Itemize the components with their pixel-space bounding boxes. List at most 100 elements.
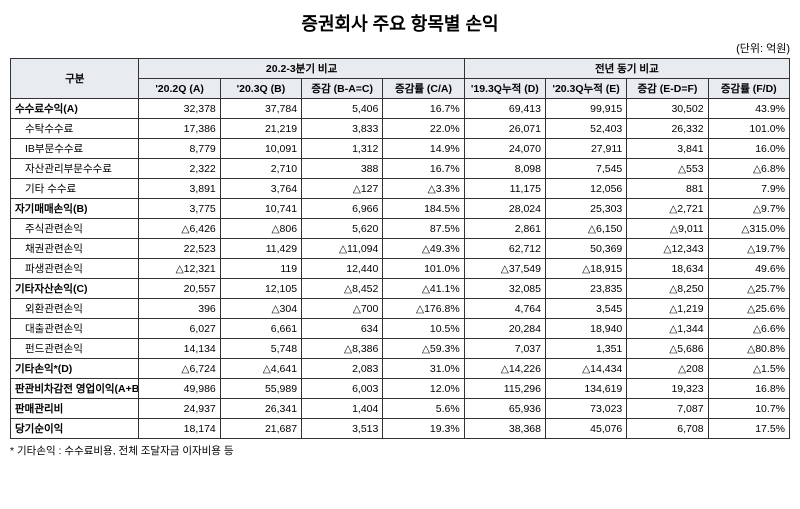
cell: 3,764 [220, 179, 301, 199]
cell: △25.6% [708, 299, 789, 319]
header-h1: '20.2Q (A) [139, 79, 220, 99]
row-label: 펀드관련손익 [11, 339, 139, 359]
cell: 6,708 [627, 419, 708, 439]
cell: 49.6% [708, 259, 789, 279]
cell: 2,861 [464, 219, 545, 239]
cell: 31.0% [383, 359, 464, 379]
cell: 6,966 [302, 199, 383, 219]
cell: △8,386 [302, 339, 383, 359]
row-label: 당기순이익 [11, 419, 139, 439]
cell: △41.1% [383, 279, 464, 299]
cell: △1,219 [627, 299, 708, 319]
header-h7: 증감 (E-D=F) [627, 79, 708, 99]
table-row: 펀드관련손익14,1345,748△8,386△59.3%7,0371,351△… [11, 339, 790, 359]
cell: △315.0% [708, 219, 789, 239]
cell: 5,748 [220, 339, 301, 359]
cell: 396 [139, 299, 220, 319]
cell: 87.5% [383, 219, 464, 239]
cell: 20,557 [139, 279, 220, 299]
row-label: 주식관련손익 [11, 219, 139, 239]
header-group2: 전년 동기 비교 [464, 59, 789, 79]
cell: 32,378 [139, 99, 220, 119]
row-label: 자기매매손익(B) [11, 199, 139, 219]
cell: △700 [302, 299, 383, 319]
cell: 6,003 [302, 379, 383, 399]
cell: 11,175 [464, 179, 545, 199]
cell: △12,321 [139, 259, 220, 279]
table-row: 수수료수익(A)32,37837,7845,40616.7%69,41399,9… [11, 99, 790, 119]
cell: 101.0% [708, 119, 789, 139]
table-row: 기타손익*(D)△6,724△4,6412,08331.0%△14,226△14… [11, 359, 790, 379]
cell: 8,098 [464, 159, 545, 179]
cell: 12.0% [383, 379, 464, 399]
cell: △14,434 [545, 359, 626, 379]
cell: 14.9% [383, 139, 464, 159]
cell: 634 [302, 319, 383, 339]
header-h6: '20.3Q누적 (E) [545, 79, 626, 99]
cell: 22.0% [383, 119, 464, 139]
cell: 1,351 [545, 339, 626, 359]
cell: 7,545 [545, 159, 626, 179]
row-label: 판관비차감전 영업이익(A+B+C+D) [11, 379, 139, 399]
cell: △6.8% [708, 159, 789, 179]
cell: 21,687 [220, 419, 301, 439]
cell: △1.5% [708, 359, 789, 379]
cell: 3,833 [302, 119, 383, 139]
cell: △6,426 [139, 219, 220, 239]
cell: △5,686 [627, 339, 708, 359]
cell: 24,070 [464, 139, 545, 159]
cell: 4,764 [464, 299, 545, 319]
cell: 55,989 [220, 379, 301, 399]
cell: 101.0% [383, 259, 464, 279]
cell: 18,634 [627, 259, 708, 279]
cell: △8,250 [627, 279, 708, 299]
cell: 12,105 [220, 279, 301, 299]
cell: 3,841 [627, 139, 708, 159]
cell: 65,936 [464, 399, 545, 419]
cell: △11,094 [302, 239, 383, 259]
row-label: 수탁수수료 [11, 119, 139, 139]
cell: 20,284 [464, 319, 545, 339]
header-h4: 증감률 (C/A) [383, 79, 464, 99]
cell: 17.5% [708, 419, 789, 439]
table-row: 수탁수수료17,38621,2193,83322.0%26,07152,4032… [11, 119, 790, 139]
cell: 6,661 [220, 319, 301, 339]
cell: 7,037 [464, 339, 545, 359]
cell: △553 [627, 159, 708, 179]
table-row: 기타자산손익(C)20,55712,105△8,452△41.1%32,0852… [11, 279, 790, 299]
cell: △12,343 [627, 239, 708, 259]
table-row: 판관비차감전 영업이익(A+B+C+D)49,98655,9896,00312.… [11, 379, 790, 399]
cell: △1,344 [627, 319, 708, 339]
cell: 5.6% [383, 399, 464, 419]
cell: 28,024 [464, 199, 545, 219]
table-row: 외환관련손익396△304△700△176.8%4,7643,545△1,219… [11, 299, 790, 319]
table-body: 수수료수익(A)32,37837,7845,40616.7%69,41399,9… [11, 99, 790, 439]
header-h2: '20.3Q (B) [220, 79, 301, 99]
cell: △37,549 [464, 259, 545, 279]
cell: △806 [220, 219, 301, 239]
cell: 12,056 [545, 179, 626, 199]
row-label: 판매관리비 [11, 399, 139, 419]
cell: 6,027 [139, 319, 220, 339]
cell: 3,513 [302, 419, 383, 439]
cell: △3.3% [383, 179, 464, 199]
cell: 5,406 [302, 99, 383, 119]
cell: 62,712 [464, 239, 545, 259]
row-label: 대출관련손익 [11, 319, 139, 339]
cell: 7.9% [708, 179, 789, 199]
row-label: IB부문수수료 [11, 139, 139, 159]
cell: 38,368 [464, 419, 545, 439]
cell: 17,386 [139, 119, 220, 139]
table-row: 당기순이익18,17421,6873,51319.3%38,36845,0766… [11, 419, 790, 439]
cell: 16.7% [383, 159, 464, 179]
table-row: 자산관리부문수수료2,3222,71038816.7%8,0987,545△55… [11, 159, 790, 179]
table-title: 증권회사 주요 항목별 손익 [10, 10, 790, 36]
unit-label: (단위: 억원) [10, 40, 790, 56]
cell: 3,775 [139, 199, 220, 219]
cell: 10,741 [220, 199, 301, 219]
cell: 2,083 [302, 359, 383, 379]
cell: △127 [302, 179, 383, 199]
cell: △4,641 [220, 359, 301, 379]
cell: △8,452 [302, 279, 383, 299]
cell: △208 [627, 359, 708, 379]
